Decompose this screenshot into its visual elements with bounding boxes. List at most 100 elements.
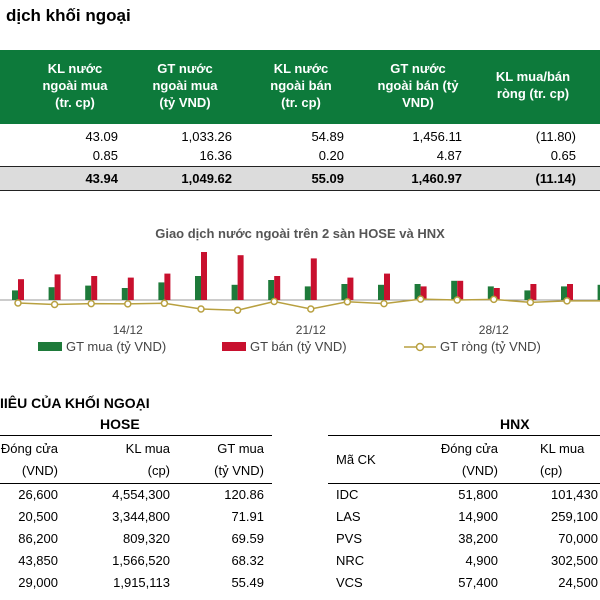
foreign-trading-chart: 14/12 21/12 28/12 (0, 252, 600, 337)
cell-r1-kl-rong: (11.80) (535, 129, 576, 144)
point-gt-rong-14 (526, 298, 535, 307)
hnx-header-rule (328, 483, 600, 484)
hnx-header-kl-mua: KL mua (cp) (540, 441, 585, 478)
header-kl-rong: KL mua/bán ròng (tr. cp) (495, 69, 571, 101)
cell-r2-kl-mua: 0.85 (92, 148, 118, 163)
bar-gt-ban-6 (237, 255, 244, 300)
hnx-cell: 14,900 (458, 509, 498, 524)
total-gt-mua: 1,049.62 (181, 171, 232, 186)
hose-cell: 809,320 (123, 531, 170, 546)
bar-gt-mua-1 (48, 287, 55, 300)
hose-cell: 71.91 (231, 509, 264, 524)
hnx-cell: 57,400 (458, 575, 498, 590)
hnx-title-rule (328, 435, 600, 436)
bar-gt-mua-11 (414, 284, 421, 300)
bar-gt-mua-5 (195, 276, 201, 300)
hose-cell: 29,000 (18, 575, 58, 590)
hose-cell: 68.32 (231, 553, 264, 568)
point-gt-rong-3 (124, 300, 132, 308)
total-gt-ban: 1,460.97 (411, 171, 462, 186)
legend-label-gt-mua: GT mua (tỷ VND) (66, 339, 167, 354)
hnx-cell: 51,800 (458, 487, 498, 502)
bar-gt-mua-6 (231, 284, 238, 300)
total-kl-ban: 55.09 (311, 171, 344, 186)
hose-cell: 55.49 (231, 575, 264, 590)
bar-gt-ban-8 (310, 258, 317, 300)
hnx-ticker: VCS (336, 575, 363, 590)
point-gt-rong-8 (307, 305, 315, 313)
header-kl-ban: KL nước ngoài bán (tr. cp) (270, 61, 332, 110)
hose-header-gt-mua: GT mua (tỷ VND) (214, 441, 264, 478)
cell-r2-kl-rong: 0.65 (550, 148, 576, 163)
bar-gt-ban-5 (201, 252, 207, 300)
hnx-cell: 259,100 (551, 509, 598, 524)
hose-cell: 86,200 (18, 531, 58, 546)
bar-gt-ban-3 (127, 277, 134, 300)
hose-cell: 43,850 (18, 553, 58, 568)
cell-r1-gt-mua: 1,033.26 (181, 129, 232, 144)
x-tick-label: 21/12 (296, 323, 326, 337)
hose-cell: 4,554,300 (112, 487, 170, 502)
bar-gt-mua-8 (304, 286, 311, 300)
point-gt-rong-11 (416, 295, 425, 303)
hose-cell: 69.59 (231, 531, 264, 546)
point-gt-rong-13 (490, 295, 498, 304)
bar-gt-ban-1 (54, 274, 61, 300)
cell-r2-gt-ban: 4.87 (436, 148, 462, 163)
hose-title-rule (0, 435, 272, 436)
x-tick-label: 28/12 (479, 323, 509, 337)
header-gt-mua: GT nước ngoài mua (tỷ VND) (152, 61, 218, 110)
point-gt-rong-9 (343, 298, 352, 306)
point-gt-rong-7 (270, 297, 278, 306)
legend-label-gt-rong: GT ròng (tỷ VND) (440, 339, 541, 354)
cell-r2-kl-ban: 0.20 (318, 148, 344, 163)
hnx-cell: 24,500 (558, 575, 598, 590)
section-title: IIÊU CỦA KHỐI NGOẠI (0, 395, 150, 411)
point-gt-rong-6 (233, 306, 242, 314)
bar-gt-mua-15 (561, 286, 567, 300)
point-gt-rong-12 (453, 296, 461, 304)
bar-gt-mua-4 (158, 282, 165, 300)
hnx-header-dong-cua: Đóng cửa (VND) (440, 441, 498, 478)
hnx-ticker: LAS (336, 509, 361, 524)
hnx-cell: 302,500 (551, 553, 598, 568)
legend-swatch-gt-ban (222, 342, 246, 351)
hnx-cell: 38,200 (458, 531, 498, 546)
cell-r1-kl-mua: 43.09 (85, 129, 118, 144)
bar-gt-ban-12 (457, 280, 464, 300)
bar-gt-ban-2 (91, 276, 98, 300)
bar-gt-mua-10 (378, 284, 384, 300)
legend-label-gt-ban: GT bán (tỷ VND) (250, 339, 347, 354)
bar-gt-ban-9 (347, 277, 354, 300)
chart-title: Giao dịch nước ngoài trên 2 sàn HOSE và … (155, 226, 445, 241)
bar-gt-mua-7 (268, 280, 275, 300)
cell-r1-gt-ban: 1,456.11 (412, 129, 462, 144)
point-gt-rong-10 (380, 299, 388, 308)
legend-swatch-gt-rong (404, 342, 436, 352)
hnx-ticker: IDC (336, 487, 359, 502)
hnx-ticker: NRC (336, 553, 365, 568)
cell-r1-kl-ban: 54.89 (311, 129, 344, 144)
point-gt-rong-1 (50, 300, 59, 309)
hose-title: HOSE (100, 416, 140, 432)
bar-gt-ban-11 (420, 286, 427, 300)
bar-gt-mua-9 (341, 284, 348, 300)
summary-table-header: KL nước ngoài mua (tr. cp) GT nước ngoài… (0, 50, 600, 124)
hose-cell: 1,566,520 (112, 553, 170, 568)
bar-gt-mua-2 (85, 285, 92, 300)
point-gt-rong-5 (197, 305, 205, 313)
point-gt-rong-0 (14, 299, 22, 307)
hose-cell: 26,600 (18, 487, 58, 502)
hnx-ticker: PVS (336, 531, 363, 546)
hose-header-dong-cua: Đóng cửa (VND) (0, 441, 58, 478)
bar-gt-mua-13 (487, 286, 494, 300)
bar-gt-ban-13 (493, 288, 500, 300)
bar-gt-mua-3 (121, 288, 128, 300)
header-kl-mua: KL nước ngoài mua (tr. cp) (42, 61, 108, 110)
bar-gt-mua-12 (451, 280, 458, 300)
hose-header-rule (0, 483, 272, 484)
header-gt-ban: GT nước ngoài bán (tỷ VND) (377, 61, 459, 110)
bar-gt-mua-0 (12, 290, 18, 300)
point-gt-rong-4 (160, 299, 169, 308)
hose-cell: 120.86 (224, 487, 264, 502)
